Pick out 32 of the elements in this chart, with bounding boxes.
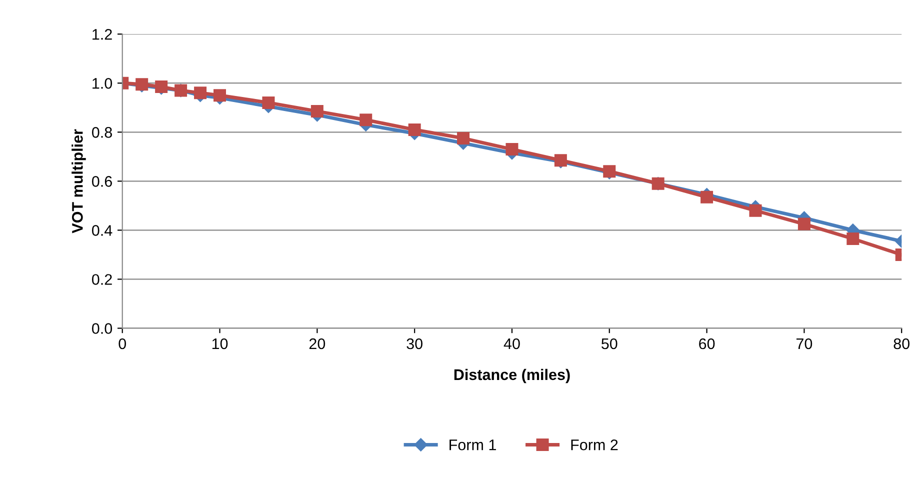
point <box>360 114 372 126</box>
y-tick-label: 0.0 <box>92 323 112 334</box>
x-tick-label: 70 <box>796 338 812 350</box>
point <box>214 89 226 102</box>
point <box>506 143 518 156</box>
y-tick-label: 0.2 <box>92 274 112 285</box>
x-tick-label: 10 <box>212 338 228 350</box>
point <box>700 190 714 204</box>
x-tick-label: 20 <box>309 338 326 350</box>
y-tick-label: 0.6 <box>92 176 112 187</box>
point <box>749 204 762 217</box>
point <box>262 96 275 109</box>
legend-label: Form 1 <box>450 440 496 450</box>
x-tick-label: 0 <box>118 338 126 350</box>
point <box>457 132 470 145</box>
point <box>194 86 207 100</box>
y-tick-label: 0.8 <box>92 127 112 138</box>
y-tick-label: 1.0 <box>92 78 112 89</box>
point <box>846 232 860 246</box>
y-tick-label: 1.2 <box>92 28 112 40</box>
point <box>798 218 810 230</box>
x-tick-label: 30 <box>406 338 422 350</box>
x-axis-title: Distance (miles) <box>454 368 570 384</box>
x-tick-label: 40 <box>504 338 520 350</box>
y-axis-title: VOT multiplier <box>72 129 86 234</box>
point <box>408 123 421 136</box>
x-tick-label: 60 <box>699 338 715 350</box>
y-tick-label: 0.4 <box>92 225 112 236</box>
legend-label: Form 2 <box>571 439 618 450</box>
x-tick-label: 80 <box>894 338 910 350</box>
point <box>310 105 324 118</box>
x-tick-label: 50 <box>602 338 618 350</box>
